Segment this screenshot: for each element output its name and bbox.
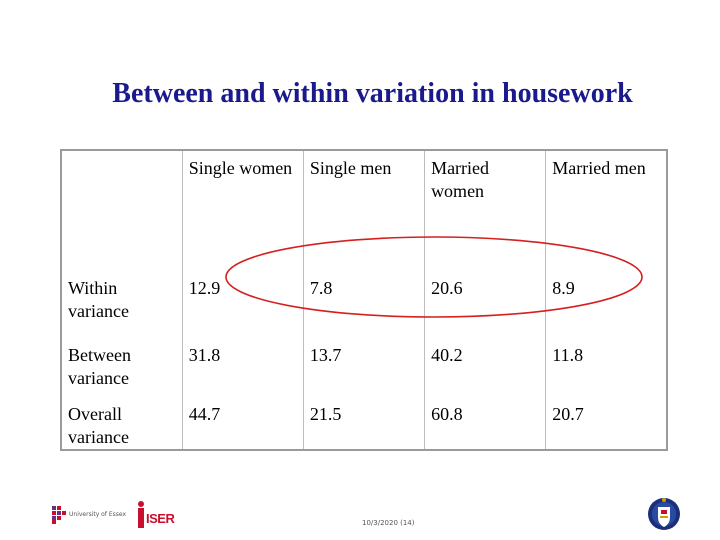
table-cell: 44.7	[181, 399, 304, 451]
table-cell: 12.9	[181, 263, 304, 336]
row-label: Within variance	[59, 263, 183, 336]
row-label: Between variance	[59, 336, 183, 399]
header-cell-married-men: Married men	[545, 149, 669, 263]
table-header-row: Single women Single men Married women Ma…	[59, 149, 669, 263]
table-cell: 20.6	[424, 263, 547, 336]
iser-logo-text: ISER	[146, 511, 175, 526]
slide-title: Between and within variation in housewor…	[112, 78, 633, 109]
iser-figure-icon	[138, 501, 144, 528]
table-row-within: Within variance 12.9 7.8 20.6 8.9	[59, 263, 669, 336]
essex-logo-text: University of Essex	[69, 511, 127, 518]
university-crest-icon	[648, 498, 680, 530]
table-cell: 20.7	[545, 399, 669, 451]
table-cell: 11.8	[545, 336, 669, 399]
table-row-overall: Overall variance 44.7 21.5 60.8 20.7	[59, 399, 669, 451]
row-label: Overall variance	[59, 399, 183, 451]
table-cell: 21.5	[302, 399, 426, 451]
header-cell-single-women: Single women	[181, 149, 304, 263]
essex-emblem-icon	[52, 506, 66, 524]
table-cell: 13.7	[302, 336, 426, 399]
iser-logo: ISER	[136, 500, 176, 530]
header-cell-married-women: Married women	[424, 149, 547, 263]
table-cell: 40.2	[424, 336, 547, 399]
table-cell: 7.8	[302, 263, 426, 336]
university-of-essex-logo: University of Essex	[52, 505, 127, 527]
variance-table: Single women Single men Married women Ma…	[59, 149, 669, 451]
table-cell: 60.8	[424, 399, 547, 451]
table-cell: 8.9	[545, 263, 669, 336]
header-cell-single-men: Single men	[302, 149, 426, 263]
table-row-between: Between variance 31.8 13.7 40.2 11.8	[59, 336, 669, 399]
footer-date: 10/3/2020 (14)	[362, 519, 415, 527]
header-cell-empty	[59, 149, 183, 263]
table-cell: 31.8	[181, 336, 304, 399]
